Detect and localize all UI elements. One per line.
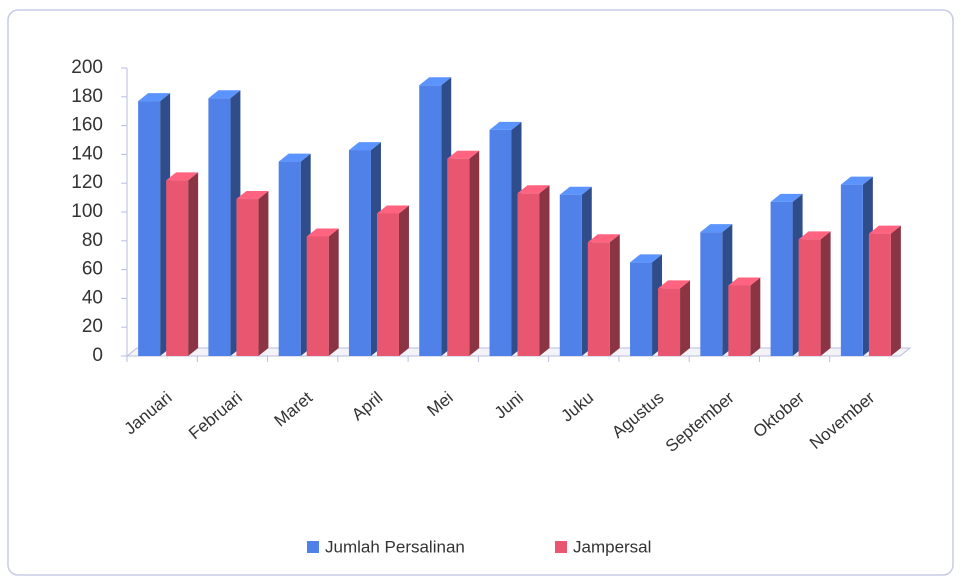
y-tick-label: 140 [71,143,103,164]
bar [630,262,653,356]
bar [840,184,863,356]
bar [770,201,793,356]
y-tick-label: 40 [82,287,103,308]
bar [166,180,189,356]
bar-top [840,176,873,185]
bar-top [376,205,409,214]
bar-side [609,234,620,356]
bar-top [278,153,311,162]
bar-top [208,90,241,99]
bar [447,158,470,356]
bar [376,213,399,356]
bar-top [728,277,761,286]
legend-label: Jampersal [573,537,651,556]
y-tick-label: 120 [71,172,103,193]
bar [489,129,512,356]
y-tick-label: 100 [71,201,103,222]
bar-side [398,205,409,356]
bar-top [700,224,733,233]
bar-top [630,254,663,263]
legend: Jumlah Persalinan Jampersal [307,537,651,556]
bar [306,236,329,356]
bar-top [658,280,691,289]
bar [419,85,442,356]
bar [798,239,821,356]
bar [868,233,891,356]
bar [559,194,582,356]
bar [138,101,161,357]
y-tick-label: 20 [82,316,103,337]
bar-top [517,185,550,194]
bar-top [306,228,339,237]
bar-top [236,191,269,200]
bar-top [419,77,452,86]
bar-side [188,172,199,356]
bar-side [539,185,550,356]
bar-top [770,193,803,202]
y-tick-label: 80 [82,230,103,251]
bar-side [680,280,691,356]
legend-swatch [307,541,319,553]
bar-top [166,172,199,181]
y-tick-label: 60 [82,259,103,280]
bar-top [138,93,171,102]
bar-side [258,191,269,356]
bar-top [587,234,620,243]
bar [236,199,259,356]
bar [728,285,751,356]
legend-label: Jumlah Persalinan [325,537,465,556]
chart-frame [7,9,954,576]
bar-top [559,186,592,195]
bar [517,193,540,356]
legend-swatch [555,541,567,553]
y-tick-label: 200 [71,57,103,78]
bar [278,161,301,356]
bar-side [469,150,480,356]
bar-side [328,228,339,356]
bar-side [820,231,831,356]
bar [587,242,610,356]
bar-top [348,142,381,151]
bar-top [489,121,522,130]
y-tick-label: 0 [92,345,103,366]
bar-top [798,231,831,240]
bar [348,150,371,356]
bar-side [890,225,901,356]
bar-side [750,277,761,356]
bar [658,288,681,356]
y-tick-label: 180 [71,86,103,107]
bar-top [447,150,480,159]
y-tick-label: 160 [71,115,103,136]
bar [700,232,723,356]
bar-top [868,225,901,234]
bar [208,98,231,357]
